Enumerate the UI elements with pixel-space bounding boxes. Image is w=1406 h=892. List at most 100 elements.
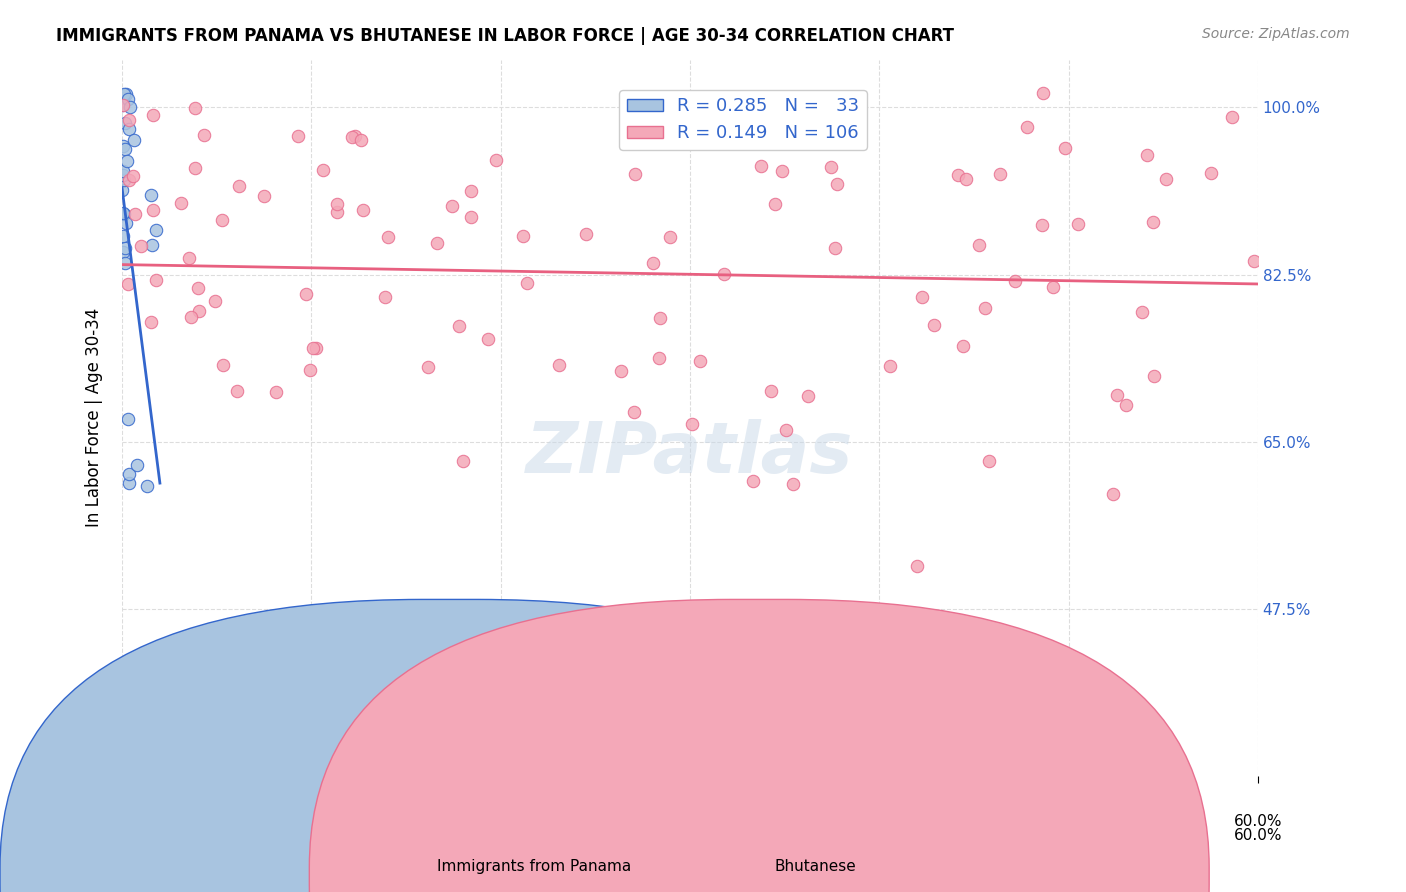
Point xyxy=(326,205,349,219)
Point xyxy=(145,272,167,286)
Point xyxy=(305,341,328,355)
Point xyxy=(1053,141,1076,155)
Point xyxy=(264,385,287,400)
Point xyxy=(451,454,474,468)
Point xyxy=(145,223,167,237)
Point xyxy=(624,167,647,181)
Point xyxy=(905,558,928,573)
Point xyxy=(763,197,786,211)
Point xyxy=(946,168,969,182)
Point xyxy=(142,202,165,217)
Point xyxy=(460,184,482,198)
Point xyxy=(516,277,538,291)
Point xyxy=(1220,110,1243,124)
Point xyxy=(167,692,190,706)
Text: Bhutanese: Bhutanese xyxy=(775,859,856,874)
Point xyxy=(1130,305,1153,319)
Point xyxy=(111,169,134,183)
Point xyxy=(659,230,682,244)
Point xyxy=(177,251,200,265)
Point xyxy=(204,294,226,309)
Point xyxy=(111,206,134,220)
Point xyxy=(460,210,482,224)
Point xyxy=(1102,486,1125,500)
Point xyxy=(1142,215,1164,229)
Point xyxy=(797,388,820,402)
Point xyxy=(122,133,145,147)
Point xyxy=(139,187,162,202)
Point xyxy=(770,163,793,178)
Point xyxy=(988,167,1011,181)
Point xyxy=(548,358,571,372)
Point xyxy=(782,477,804,491)
Point xyxy=(170,196,193,211)
Point xyxy=(226,384,249,399)
Point xyxy=(114,216,136,230)
Point xyxy=(416,359,439,374)
Text: IMMIGRANTS FROM PANAMA VS BHUTANESE IN LABOR FORCE | AGE 30-34 CORRELATION CHART: IMMIGRANTS FROM PANAMA VS BHUTANESE IN L… xyxy=(56,27,955,45)
Point xyxy=(111,163,134,178)
Point xyxy=(112,173,135,187)
Point xyxy=(713,267,735,281)
Point xyxy=(609,364,631,378)
Point xyxy=(1199,167,1222,181)
Point xyxy=(111,138,134,153)
Point xyxy=(129,239,152,253)
Point xyxy=(211,358,233,372)
Point xyxy=(1042,280,1064,294)
Point xyxy=(117,412,139,426)
Point xyxy=(681,417,703,431)
Point xyxy=(648,351,671,365)
Point xyxy=(820,161,842,175)
Legend: R = 0.285   N =   33, R = 0.149   N = 106: R = 0.285 N = 33, R = 0.149 N = 106 xyxy=(620,90,866,150)
Point xyxy=(125,458,148,472)
Point xyxy=(295,286,318,301)
Text: Immigrants from Panama: Immigrants from Panama xyxy=(437,859,631,874)
Point xyxy=(112,229,135,244)
Point xyxy=(111,97,134,112)
Point xyxy=(1015,120,1038,135)
Point xyxy=(879,359,901,373)
Point xyxy=(299,363,322,377)
Point xyxy=(440,199,463,213)
Point xyxy=(184,161,207,175)
Point xyxy=(1004,274,1026,288)
Point xyxy=(141,315,163,329)
Point xyxy=(149,673,172,688)
Point xyxy=(759,384,782,398)
Text: ZIPatlas: ZIPatlas xyxy=(526,419,853,488)
Point xyxy=(118,112,141,127)
Point xyxy=(977,454,1000,468)
Point xyxy=(112,87,135,101)
Point xyxy=(911,289,934,303)
Point xyxy=(118,122,141,136)
Point xyxy=(142,108,165,122)
Point xyxy=(974,301,997,315)
Point xyxy=(135,479,157,493)
Point xyxy=(967,238,990,252)
Point xyxy=(775,423,797,437)
Point xyxy=(111,183,134,197)
Point xyxy=(120,100,142,114)
Point xyxy=(114,87,136,102)
Point xyxy=(485,153,508,168)
Point xyxy=(112,207,135,221)
Point xyxy=(343,128,366,143)
Point xyxy=(426,235,449,250)
Point xyxy=(131,722,153,736)
Point xyxy=(112,90,135,104)
Point xyxy=(287,129,309,144)
Text: 60.0%: 60.0% xyxy=(1233,829,1282,844)
Point xyxy=(1136,148,1159,162)
Point xyxy=(952,339,974,353)
Point xyxy=(141,237,163,252)
Point xyxy=(352,202,374,217)
Y-axis label: In Labor Force | Age 30-34: In Labor Force | Age 30-34 xyxy=(86,308,103,527)
Point xyxy=(114,241,136,255)
Point xyxy=(377,229,399,244)
Point xyxy=(955,172,977,186)
Point xyxy=(118,173,141,187)
Point xyxy=(187,281,209,295)
Point xyxy=(340,129,363,144)
Point xyxy=(1143,368,1166,383)
